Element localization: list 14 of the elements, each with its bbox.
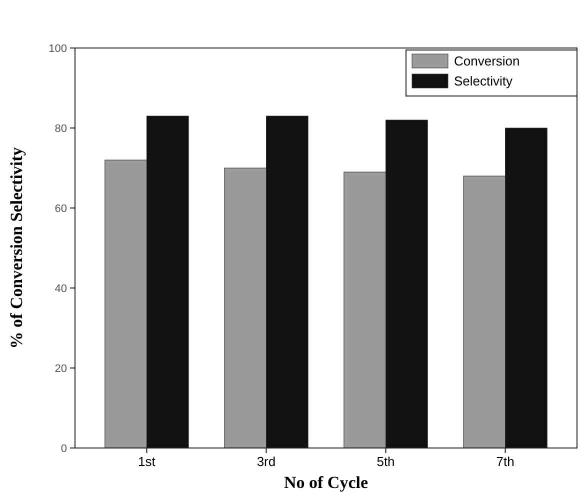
y-tick-label: 60 <box>54 202 67 215</box>
x-tick-label: 3rd <box>256 454 276 469</box>
y-axis-title: % of Conversion Selectivity <box>7 146 26 349</box>
y-tick-label: 20 <box>54 362 67 375</box>
y-tick-label: 0 <box>60 442 67 455</box>
x-tick-label: 7th <box>496 454 514 469</box>
legend-label: Conversion <box>454 54 520 69</box>
legend-label: Selectivity <box>454 74 514 89</box>
x-axis-title: No of Cycle <box>284 473 368 492</box>
x-tick-label: 1st <box>138 454 156 469</box>
y-tick-label: 40 <box>54 282 67 295</box>
x-tick-label: 5th <box>376 454 395 469</box>
y-tick-label: 80 <box>54 122 67 135</box>
y-tick-label: 100 <box>48 42 67 55</box>
